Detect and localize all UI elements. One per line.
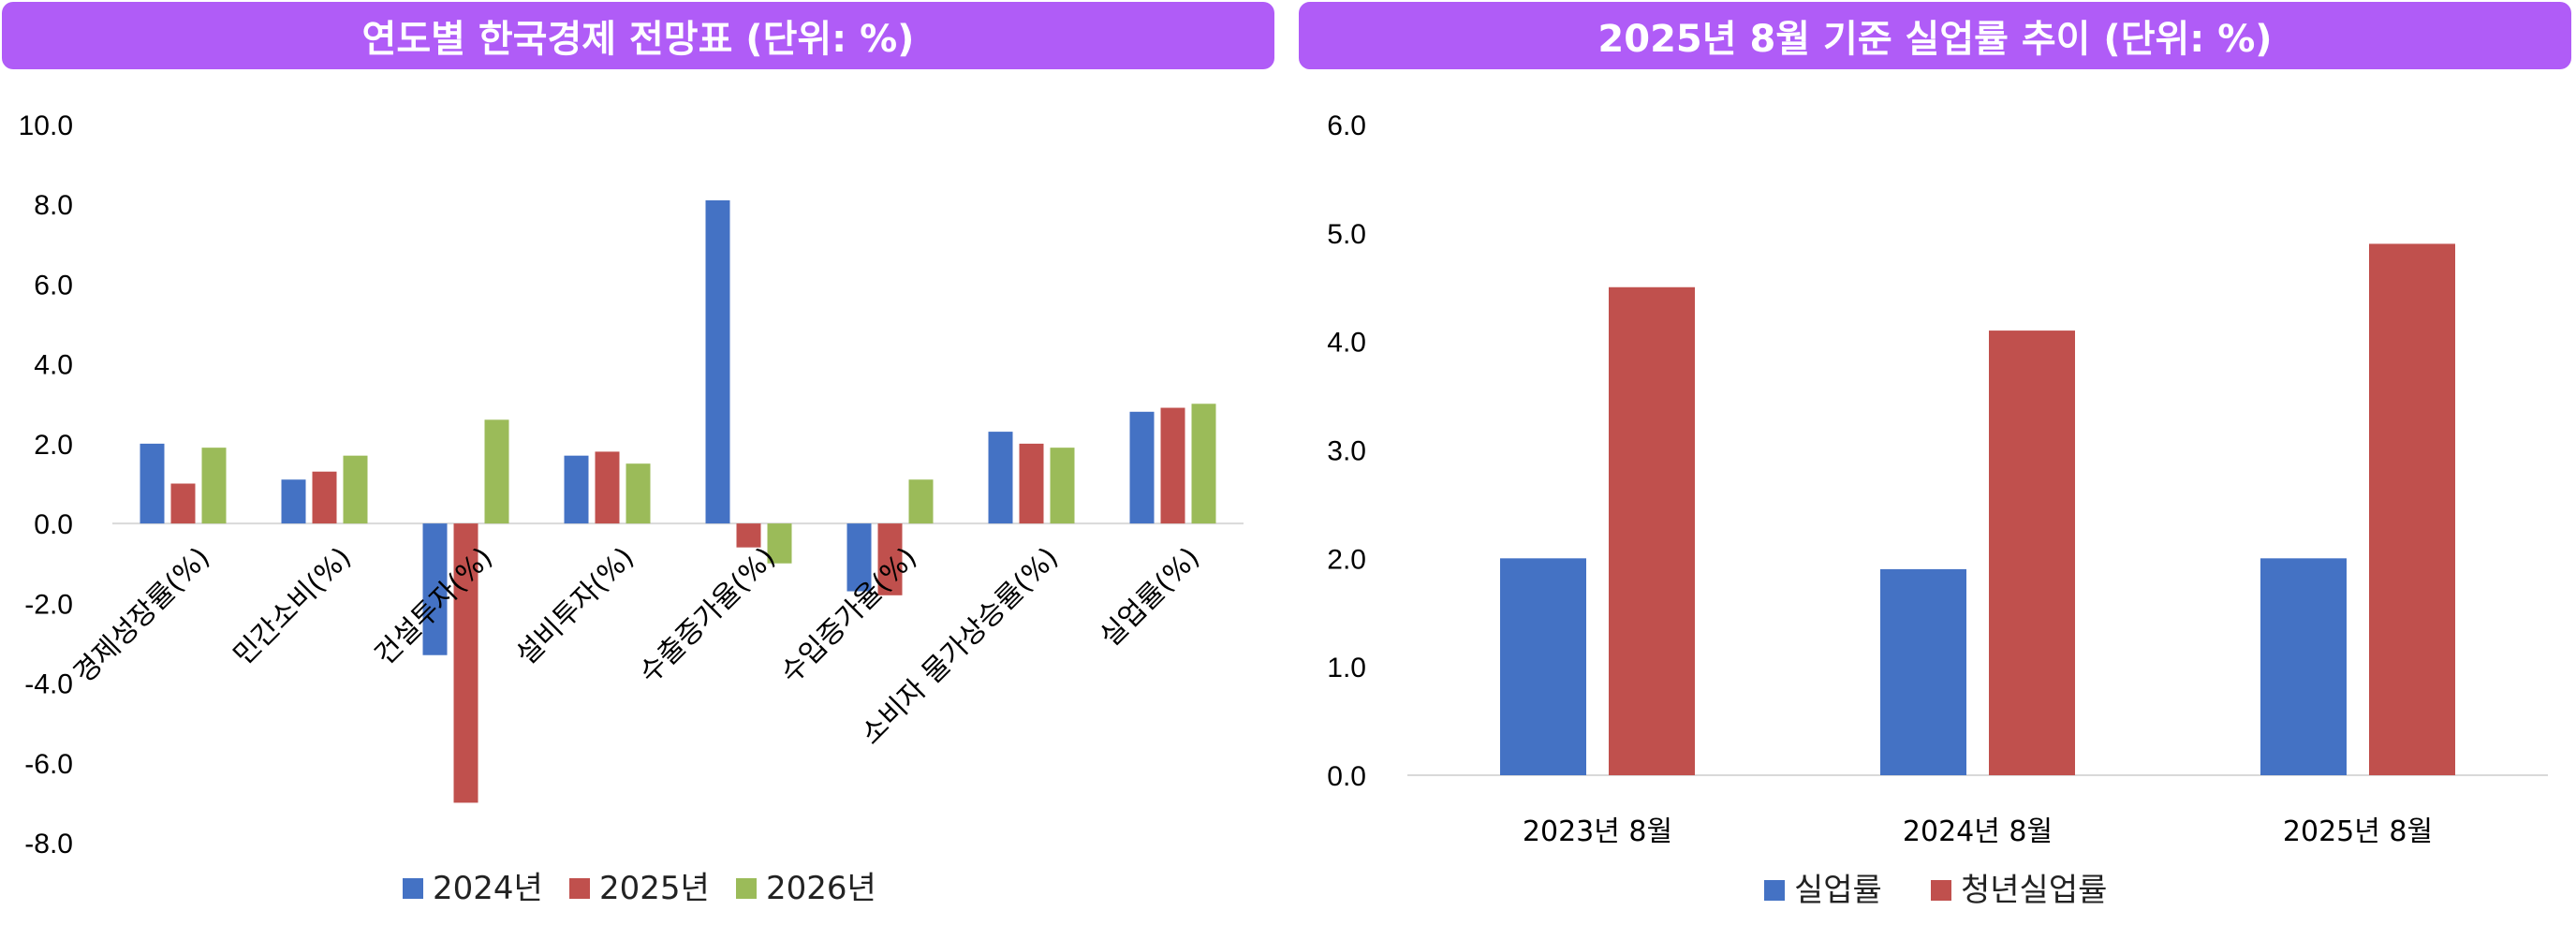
y-tick-label: 2.0 [34,430,73,461]
category-label: 2024년 8월 [1903,815,2053,848]
unemployment-chart-panel: 2025년 8월 기준 실업률 추이 (단위: %) 6.0 5.0 4.0 3.0 2… [1288,0,2576,940]
y-tick-label: -6.0 [24,749,73,780]
category-label: 민간소비(%) [228,541,359,672]
y-tick-label: 1.0 [1327,653,1366,683]
y-tick-label: 4.0 [34,350,73,381]
bar-2025년 [170,483,196,524]
bar-2024년 [281,479,306,524]
bar-2024년 [140,443,165,524]
bar-2026년 [343,455,368,524]
legend-swatch [569,878,590,899]
bar-2026년 [626,463,651,524]
legend-label: 2024년 [433,870,543,907]
bar-2026년 [484,419,509,524]
bar-청년실업률 [1989,330,2075,775]
bar-2024년 [564,455,589,524]
bar-2025년 [1019,443,1044,524]
y-tick-label: -2.0 [24,589,73,620]
bar-2024년 [705,199,730,524]
bar-2026년 [767,523,792,564]
y-tick-label: 0.0 [34,509,73,540]
y-tick-label: 3.0 [1327,436,1366,467]
unemployment-chart: 6.0 5.0 4.0 3.0 2.0 1.0 0.0 2023년 8월 2024년 8월 202… [1327,110,2548,909]
bar-실업률 [2260,558,2347,775]
bar-2026년 [1050,448,1075,524]
chart-title: 2025년 8월 기준 실업률 추이 (단위: %) [1299,2,2571,69]
bar-2024년 [1129,411,1155,524]
bar-2025년 [1160,407,1185,524]
bar-2025년 [736,523,761,548]
bar-2024년 [422,523,448,655]
legend-swatch [1764,880,1785,901]
y-tick-label: -8.0 [24,829,73,859]
category-label: 설비투자(%) [510,541,641,672]
legend-swatch [736,878,757,899]
y-tick-label: 2.0 [1327,544,1366,575]
bar-2024년 [846,523,872,592]
y-tick-label: 6.0 [34,270,73,301]
legend-swatch [1931,880,1951,901]
bar-2025년 [453,523,478,803]
bar-실업률 [1500,558,1586,775]
y-tick-label: 4.0 [1327,328,1366,359]
economic-outlook-chart: 10.0 8.0 6.0 4.0 2.0 0.0 -2.0 -4.0 -6.0 -8.0 경제성장률… [19,110,1244,907]
bar-2026년 [908,479,934,524]
legend-label: 청년실업률 [1961,872,2107,909]
bar-2025년 [595,451,620,524]
bar-2026년 [1191,404,1216,524]
y-tick-label: 6.0 [1327,110,1366,141]
category-label: 경제성장률(%) [67,541,216,690]
y-tick-label: 8.0 [34,190,73,221]
bar-청년실업률 [1609,286,1695,775]
legend-label: 실업률 [1794,872,1882,909]
bar-실업률 [1880,568,1966,775]
category-label: 2025년 8월 [2283,815,2433,848]
bar-2024년 [988,432,1013,524]
category-label: 2023년 8월 [1523,815,1672,848]
y-tick-label: 10.0 [19,110,73,141]
y-tick-label: 0.0 [1327,761,1366,792]
y-tick-label: 5.0 [1327,219,1366,250]
legend-label: 2026년 [766,870,876,907]
category-label: 실업률(%) [1094,541,1206,654]
y-tick-label: -4.0 [24,669,73,700]
legend-swatch [403,878,423,899]
category-label: 수출증가율(%) [633,541,782,690]
bar-2025년 [312,471,337,524]
economic-outlook-chart-panel: 연도별 한국경제 전망표 (단위: %) 10.0 8.0 6.0 4.0 2.0 0.0… [2,2,1274,907]
bar-2026년 [201,448,227,524]
chart-title: 연도별 한국경제 전망표 (단위: %) [2,2,1274,69]
bar-2025년 [877,523,903,595]
legend-label: 2025년 [599,870,710,907]
bar-청년실업률 [2369,243,2455,776]
